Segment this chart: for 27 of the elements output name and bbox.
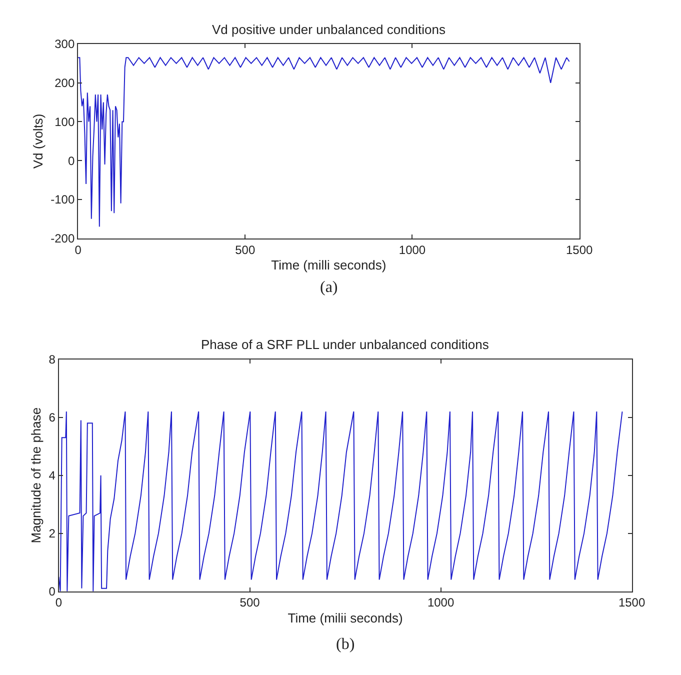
y-axis-title: Magnitude of the phase bbox=[28, 407, 44, 544]
chart-title: Vd positive under unbalanced conditions bbox=[212, 22, 446, 37]
x-axis-title: Time (milli seconds) bbox=[271, 257, 386, 272]
y-tick-label: 0 bbox=[48, 584, 56, 599]
y-axis-title: Vd (volts) bbox=[30, 114, 46, 169]
x-tick-label: 1500 bbox=[566, 242, 594, 257]
y-tick-label: 300 bbox=[54, 37, 75, 52]
x-tick-label: 500 bbox=[240, 596, 260, 610]
y-tick-label: 200 bbox=[54, 76, 75, 90]
x-tick-label: 1000 bbox=[398, 242, 426, 257]
x-tick-label: 1000 bbox=[427, 596, 454, 610]
y-tick-label: 4 bbox=[48, 468, 56, 483]
y-tick-label: 2 bbox=[48, 526, 56, 541]
text: (a) bbox=[320, 279, 338, 296]
line-series bbox=[58, 411, 623, 592]
y-tick-label: 8 bbox=[48, 352, 56, 367]
y-tick-label: -200 bbox=[50, 232, 75, 246]
text: (b) bbox=[336, 636, 355, 653]
y-tick-label: 100 bbox=[54, 114, 75, 129]
y-tick-label: -100 bbox=[50, 192, 75, 207]
x-axis-title: Time (milii seconds) bbox=[288, 610, 403, 626]
y-tick-label: 0 bbox=[68, 154, 75, 168]
line-series bbox=[78, 57, 570, 228]
x-tick-label: 1500 bbox=[618, 596, 646, 610]
y-tick-label: 6 bbox=[48, 410, 56, 425]
chart-title: Phase of a SRF PLL under unbalanced conditions bbox=[201, 337, 490, 352]
x-tick-label: 500 bbox=[235, 242, 256, 257]
